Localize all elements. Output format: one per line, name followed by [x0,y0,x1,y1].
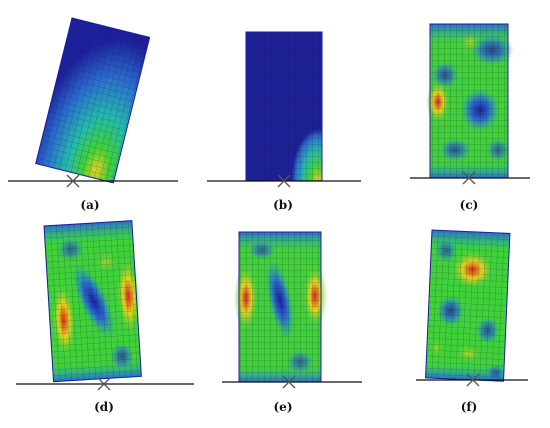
pivot-marker-d [97,377,111,391]
pivot-marker-b [277,174,291,188]
pivot-marker-f [466,373,480,387]
panel-d [16,220,194,391]
pivot-marker-a [66,174,80,188]
caption-b: (b) [273,198,293,212]
caption-d: (d) [94,400,114,414]
pivot-marker-e [282,375,296,389]
caption-e: (e) [273,400,293,414]
panel-f [416,229,528,387]
pivot-marker-c [462,171,476,185]
caption-a: (a) [80,198,100,212]
panel-c [410,23,530,185]
panel-e [222,231,362,389]
caption-c: (c) [459,198,479,212]
caption-f: (f) [460,400,478,414]
panel-b [207,31,361,188]
panel-a [8,17,178,188]
